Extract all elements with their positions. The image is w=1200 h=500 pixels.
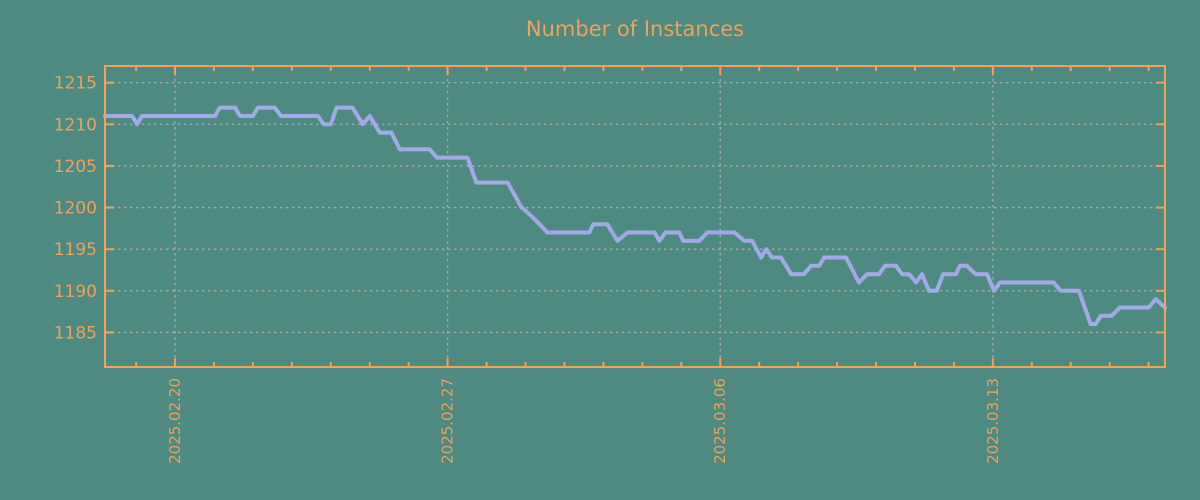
plot-border (104, 65, 1166, 368)
x-tick-label: 2025.03.13 (984, 378, 1002, 464)
x-tick-label: 2025.02.27 (439, 378, 457, 464)
y-tick-label: 1210 (54, 115, 97, 135)
series-line-instances (102, 105, 1167, 327)
y-tick-label: 1205 (54, 157, 97, 177)
x-tick-label: 2025.03.06 (711, 378, 729, 464)
x-tick-label: 2025.02.20 (166, 378, 184, 464)
y-tick-label: 1190 (54, 282, 97, 302)
chart-title: Number of Instances (525, 17, 745, 41)
y-tick-label: 1185 (54, 323, 97, 343)
y-tick-label: 1195 (54, 240, 97, 260)
y-tick-label: 1200 (54, 199, 97, 219)
y-tick-label: 1215 (54, 74, 97, 94)
